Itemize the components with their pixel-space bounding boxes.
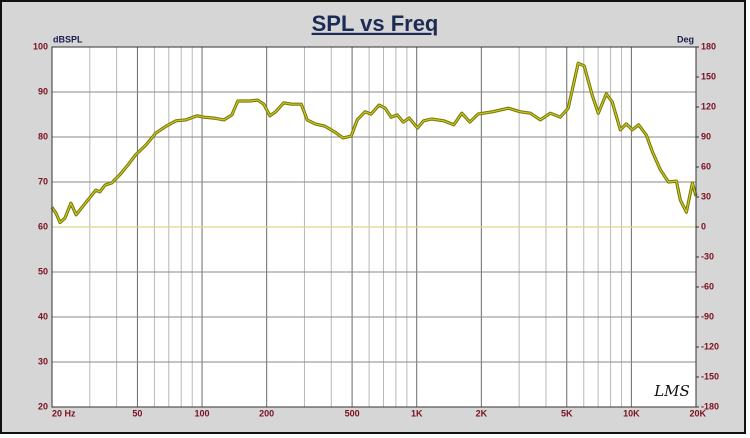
x-tick-label: 500	[345, 408, 360, 418]
chart-title: SPL vs Freq	[312, 11, 439, 36]
y2-tick-label: 90	[701, 131, 711, 141]
y-tick-label: 50	[38, 266, 48, 276]
y2-tick-label: -30	[701, 251, 714, 261]
y-tick-label: 60	[38, 221, 48, 231]
series-line	[51, 62, 697, 224]
y2-tick-label: 150	[701, 71, 716, 81]
y2-tick-label: 0	[701, 221, 706, 231]
y2-tick-label: -90	[701, 311, 714, 321]
x-tick-label: 100	[195, 408, 210, 418]
y-tick-label: 90	[38, 86, 48, 96]
y-tick-label: 100	[33, 41, 48, 51]
x-tick-label: 5K	[561, 408, 573, 418]
x-tick-label: 10K	[623, 408, 640, 418]
x-tick-label: 20 Hz	[52, 408, 76, 418]
marks	[50, 61, 698, 228]
x-tick-label: 2K	[476, 408, 488, 418]
y2-tick-label: -120	[701, 341, 719, 351]
annotation: LMS	[653, 382, 690, 400]
y2-tick-label: 180	[701, 41, 716, 51]
y-tick-label: 20	[38, 401, 48, 411]
x-tick-label: 50	[132, 408, 142, 418]
y-tick-label: 40	[38, 311, 48, 321]
y-tick-label: 80	[38, 131, 48, 141]
x-tick-label: 200	[259, 408, 274, 418]
y2-tick-label: 30	[701, 191, 711, 201]
x-tick-label: 20K	[689, 408, 706, 418]
y2-tick-label: 60	[701, 161, 711, 171]
y2-tick-label: -150	[701, 371, 719, 381]
y-tick-label: 30	[38, 356, 48, 366]
y2-tick-label: -60	[701, 281, 714, 291]
y-axis-label: dBSPL	[53, 34, 83, 44]
y2-tick-label: -180	[701, 401, 719, 411]
y2-axis-label: Deg	[677, 34, 694, 44]
y-tick-label: 70	[38, 176, 48, 186]
y2-tick-label: 120	[701, 101, 716, 111]
x-tick-label: 1K	[411, 408, 423, 418]
